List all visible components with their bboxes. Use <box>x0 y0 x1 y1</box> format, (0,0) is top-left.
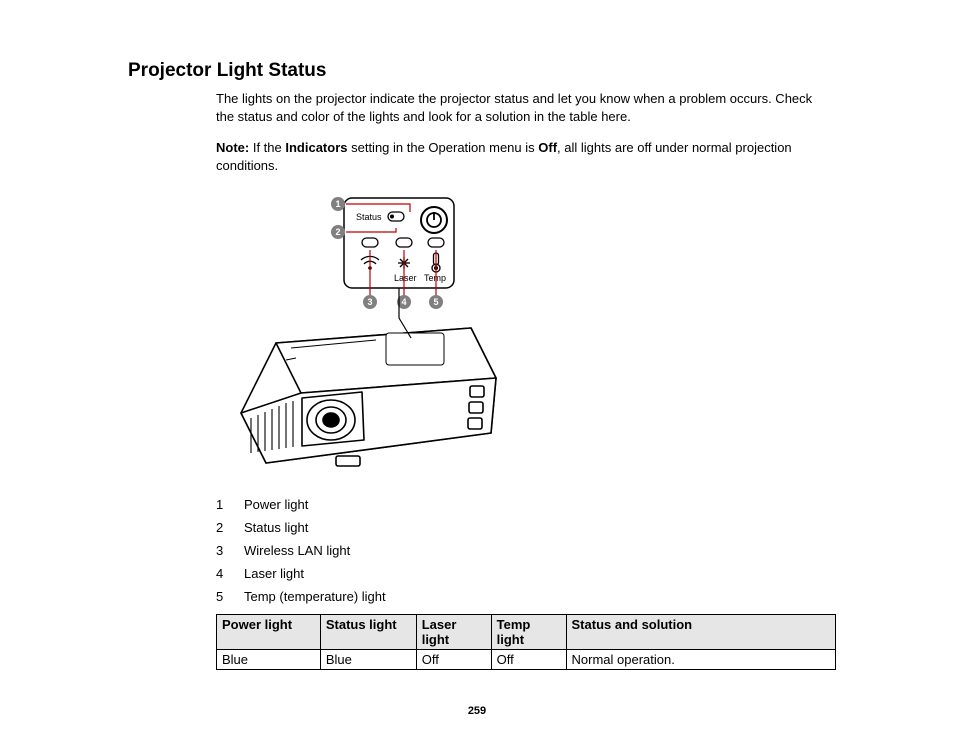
legend-label: Laser light <box>244 566 304 581</box>
svg-text:3: 3 <box>367 297 372 307</box>
note-paragraph: Note: If the Indicators setting in the O… <box>216 139 828 174</box>
note-bold-off: Off <box>538 140 557 155</box>
legend-row: 3Wireless LAN light <box>216 543 828 558</box>
note-bold-indicators: Indicators <box>285 140 347 155</box>
legend-num: 5 <box>216 589 244 604</box>
callout-2: 2 <box>331 225 345 239</box>
note-text-1: If the <box>249 140 285 155</box>
callout-1: 1 <box>331 197 345 211</box>
legend-num: 3 <box>216 543 244 558</box>
legend-row: 2Status light <box>216 520 828 535</box>
td-power: Blue <box>217 650 321 670</box>
legend-row: 1Power light <box>216 497 828 512</box>
td-laser: Off <box>416 650 491 670</box>
svg-text:1: 1 <box>335 199 340 209</box>
legend-label: Power light <box>244 497 308 512</box>
projector-diagram: Status <box>216 188 828 483</box>
page-number: 259 <box>0 705 954 717</box>
table-row: Blue Blue Off Off Normal operation. <box>217 650 836 670</box>
th-laser-light: Laser light <box>416 615 491 650</box>
panel-temp-label: Temp <box>424 273 446 283</box>
legend-num: 2 <box>216 520 244 535</box>
th-status-solution: Status and solution <box>566 615 835 650</box>
legend-list: 1Power light 2Status light 3Wireless LAN… <box>216 497 828 604</box>
th-power-light: Power light <box>217 615 321 650</box>
note-text-2: setting in the Operation menu is <box>347 140 538 155</box>
callout-3: 3 <box>363 295 377 309</box>
svg-text:5: 5 <box>433 297 438 307</box>
note-label: Note: <box>216 140 249 155</box>
panel-laser-label: Laser <box>394 273 417 283</box>
legend-num: 1 <box>216 497 244 512</box>
th-status-light: Status light <box>320 615 416 650</box>
td-temp: Off <box>491 650 566 670</box>
legend-row: 5Temp (temperature) light <box>216 589 828 604</box>
status-table: Power light Status light Laser light Tem… <box>216 614 836 670</box>
th-temp-light: Temp light <box>491 615 566 650</box>
td-solution: Normal operation. <box>566 650 835 670</box>
table-header-row: Power light Status light Laser light Tem… <box>217 615 836 650</box>
legend-num: 4 <box>216 566 244 581</box>
legend-label: Wireless LAN light <box>244 543 350 558</box>
panel-status-label: Status <box>356 212 382 222</box>
svg-text:2: 2 <box>335 227 340 237</box>
legend-label: Status light <box>244 520 308 535</box>
legend-label: Temp (temperature) light <box>244 589 386 604</box>
projector-body-illustration <box>241 328 496 466</box>
intro-paragraph: The lights on the projector indicate the… <box>216 90 828 125</box>
legend-row: 4Laser light <box>216 566 828 581</box>
page-title: Projector Light Status <box>128 60 828 82</box>
callout-5: 5 <box>429 295 443 309</box>
svg-text:4: 4 <box>401 297 406 307</box>
td-status: Blue <box>320 650 416 670</box>
